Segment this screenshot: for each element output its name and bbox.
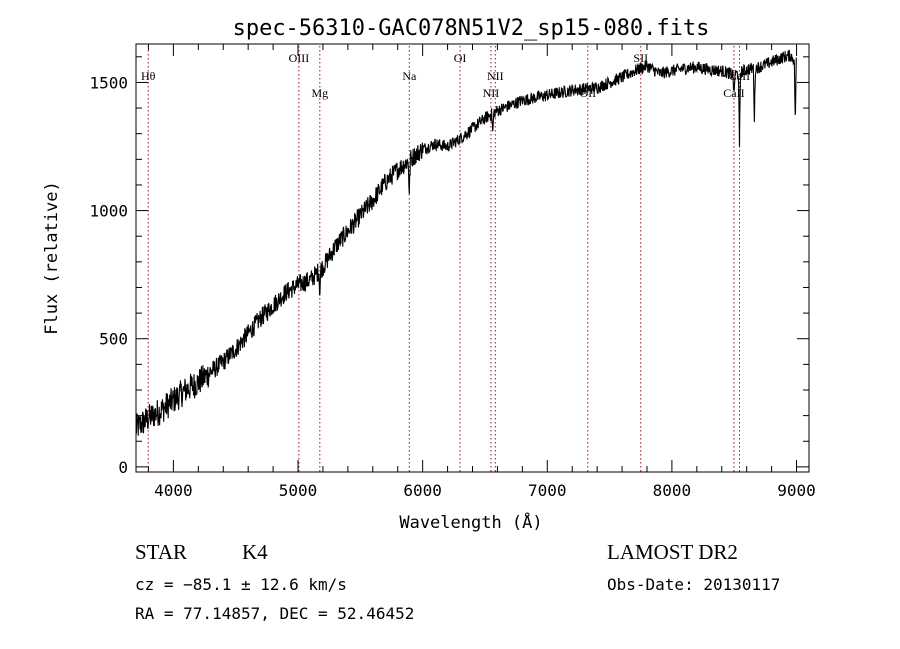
redshift-velocity: cz = −85.1 ± 12.6 km/s	[135, 575, 347, 594]
spectral-line-label: Na	[402, 69, 417, 83]
object-class: STAR	[135, 540, 187, 564]
x-tick-label: 4000	[154, 481, 193, 500]
spectral-line-label: NII	[483, 86, 500, 100]
y-tick-label: 500	[99, 330, 128, 349]
y-tick-label: 1000	[89, 202, 128, 221]
spectral-line-label: OIII	[289, 51, 310, 65]
y-tick-label: 1500	[89, 73, 128, 92]
survey-name: LAMOST DR2	[607, 540, 738, 564]
y-tick-label: 0	[118, 458, 128, 477]
x-tick-label: 5000	[279, 481, 318, 500]
spectral-line-label: Hθ	[141, 69, 156, 83]
x-tick-label: 9000	[777, 481, 816, 500]
x-tick-label: 6000	[403, 481, 442, 500]
x-tick-label: 7000	[528, 481, 567, 500]
spectrum-line	[135, 49, 797, 436]
coordinates: RA = 77.14857, DEC = 52.46452	[135, 604, 415, 623]
plot-area: 4000 5000 6000 7000 8000 9000 0 500 1000 1500 Hθ OI…	[89, 43, 816, 500]
spectral-line-label: Mg	[311, 86, 328, 100]
x-axis-label: Wavelength (Å)	[399, 511, 542, 533]
observation-date: Obs-Date: 20130117	[607, 575, 781, 594]
plot-frame	[135, 43, 810, 473]
x-tick-label: 8000	[653, 481, 692, 500]
object-subclass: K4	[242, 540, 268, 564]
chart-title: spec-56310-GAC078N51V2_sp15-080.fits	[233, 16, 710, 41]
spectral-line-label: SII	[633, 51, 648, 65]
spectral-line-label: OI	[454, 51, 467, 65]
spectral-line-label: NII	[487, 69, 504, 83]
y-axis-label: Flux (relative)	[42, 181, 62, 335]
